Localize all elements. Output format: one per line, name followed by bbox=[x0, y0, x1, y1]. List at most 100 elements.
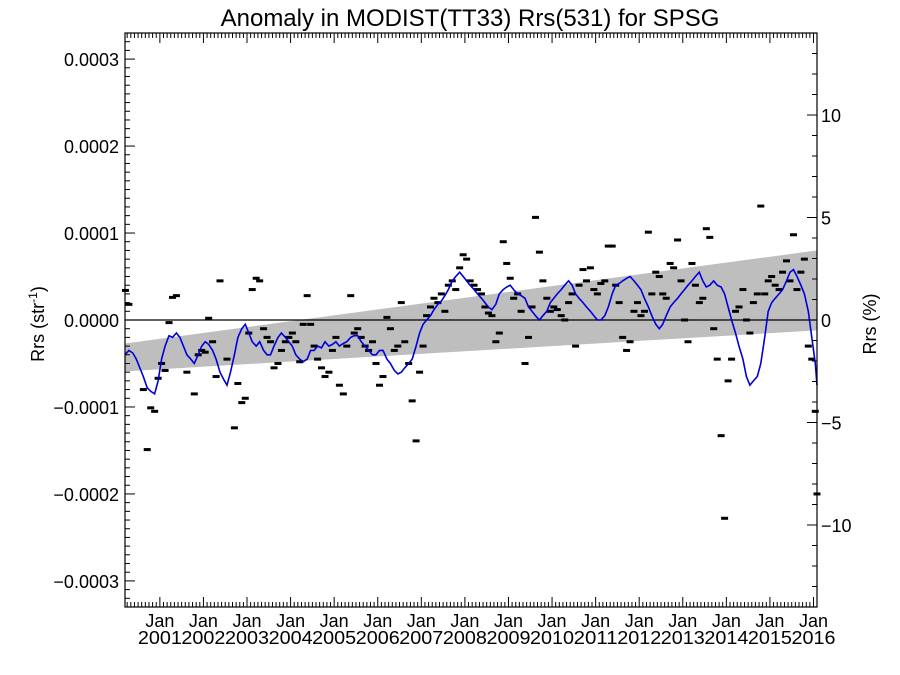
x-tick-year: 2008 bbox=[443, 628, 487, 648]
monthly-point bbox=[728, 357, 736, 361]
x-tick-month: Jan bbox=[189, 611, 218, 631]
x-tick-month: Jan bbox=[581, 611, 610, 631]
monthly-point bbox=[139, 388, 147, 392]
monthly-point bbox=[568, 292, 576, 296]
monthly-point bbox=[481, 305, 489, 309]
monthly-point bbox=[557, 314, 565, 318]
monthly-point bbox=[419, 344, 427, 348]
y-tick-label: 0.0000 bbox=[64, 311, 119, 331]
monthly-point bbox=[470, 283, 478, 287]
monthly-point bbox=[550, 305, 558, 309]
y-tick-label: −0.0002 bbox=[53, 485, 119, 505]
x-tick-year: 2016 bbox=[792, 628, 836, 648]
monthly-point bbox=[379, 375, 387, 379]
right-tick-label: −10 bbox=[821, 516, 852, 536]
x-tick-year: 2009 bbox=[486, 628, 530, 648]
monthly-point bbox=[459, 253, 467, 257]
monthly-point bbox=[238, 401, 246, 405]
monthly-point bbox=[572, 344, 580, 348]
monthly-point bbox=[296, 360, 304, 364]
monthly-point bbox=[303, 294, 311, 298]
monthly-point bbox=[343, 344, 351, 348]
monthly-point bbox=[260, 327, 268, 331]
monthly-point bbox=[670, 266, 678, 270]
monthly-point bbox=[789, 233, 797, 237]
monthly-point bbox=[535, 250, 543, 254]
monthly-point bbox=[775, 288, 783, 292]
monthly-point bbox=[626, 340, 634, 344]
monthly-point bbox=[757, 204, 765, 208]
x-tick-year: 2015 bbox=[748, 628, 792, 648]
monthly-point bbox=[281, 340, 289, 344]
monthly-point bbox=[463, 257, 471, 261]
monthly-point bbox=[637, 314, 645, 318]
monthly-point bbox=[151, 409, 159, 413]
y-axis-label-superscript: -1 bbox=[26, 292, 40, 303]
monthly-point bbox=[630, 309, 638, 313]
monthly-point bbox=[702, 227, 710, 231]
monthly-point bbox=[426, 305, 434, 309]
y-tick-label: −0.0001 bbox=[53, 398, 119, 418]
monthly-point bbox=[241, 396, 249, 400]
monthly-point bbox=[655, 275, 663, 279]
monthly-point bbox=[565, 301, 573, 305]
monthly-point bbox=[325, 370, 333, 374]
monthly-point bbox=[288, 331, 296, 335]
monthly-point bbox=[575, 283, 583, 287]
monthly-point bbox=[503, 261, 511, 265]
x-axis-ticks: Jan2001Jan2002Jan2003Jan2004Jan2005Jan20… bbox=[126, 33, 836, 648]
monthly-point bbox=[546, 309, 554, 313]
monthly-point bbox=[230, 426, 238, 430]
monthly-point bbox=[561, 318, 569, 322]
monthly-point bbox=[372, 361, 380, 365]
monthly-point bbox=[619, 335, 627, 339]
monthly-point bbox=[681, 318, 689, 322]
monthly-point bbox=[172, 294, 180, 298]
x-tick-year: 2006 bbox=[356, 628, 400, 648]
monthly-point bbox=[688, 261, 696, 265]
x-tick-month: Jan bbox=[668, 611, 697, 631]
right-tick-label: −5 bbox=[821, 414, 842, 434]
monthly-point bbox=[216, 279, 224, 283]
monthly-point bbox=[749, 301, 757, 305]
monthly-point bbox=[768, 275, 776, 279]
x-tick-month: Jan bbox=[320, 611, 349, 631]
x-tick-year: 2005 bbox=[312, 628, 356, 648]
monthly-point bbox=[640, 309, 648, 313]
monthly-point bbox=[506, 276, 514, 280]
x-tick-month: Jan bbox=[363, 611, 392, 631]
monthly-point bbox=[223, 357, 231, 361]
monthly-point bbox=[615, 301, 623, 305]
monthly-point bbox=[466, 279, 474, 283]
monthly-point bbox=[401, 340, 409, 344]
monthly-point bbox=[761, 292, 769, 296]
y-tick-label: 0.0003 bbox=[64, 50, 119, 70]
monthly-point bbox=[434, 301, 442, 305]
monthly-point bbox=[510, 296, 518, 300]
right-tick-label: 10 bbox=[821, 106, 841, 126]
monthly-point bbox=[234, 381, 242, 385]
monthly-point bbox=[328, 348, 336, 352]
x-tick-month: Jan bbox=[407, 611, 436, 631]
x-tick-month: Jan bbox=[712, 611, 741, 631]
monthly-point bbox=[383, 315, 391, 319]
right-tick-label: 5 bbox=[821, 209, 831, 229]
monthly-point bbox=[786, 279, 794, 283]
x-tick-year: 2003 bbox=[225, 628, 269, 648]
monthly-point bbox=[674, 238, 682, 242]
monthly-point bbox=[721, 516, 729, 520]
y-tick-label: 0.0001 bbox=[64, 224, 119, 244]
monthly-point bbox=[397, 301, 405, 305]
monthly-point bbox=[441, 309, 449, 313]
monthly-point bbox=[310, 344, 318, 348]
monthly-point bbox=[601, 279, 609, 283]
monthly-point bbox=[724, 379, 732, 383]
y-tick-label: −0.0003 bbox=[53, 572, 119, 592]
monthly-point bbox=[531, 215, 539, 219]
monthly-point bbox=[753, 292, 761, 296]
x-tick-month: Jan bbox=[494, 611, 523, 631]
monthly-point bbox=[183, 370, 191, 374]
chart-title: Anomaly in MODIST(TT33) Rrs(531) for SPS… bbox=[221, 5, 720, 32]
monthly-point bbox=[375, 383, 383, 387]
